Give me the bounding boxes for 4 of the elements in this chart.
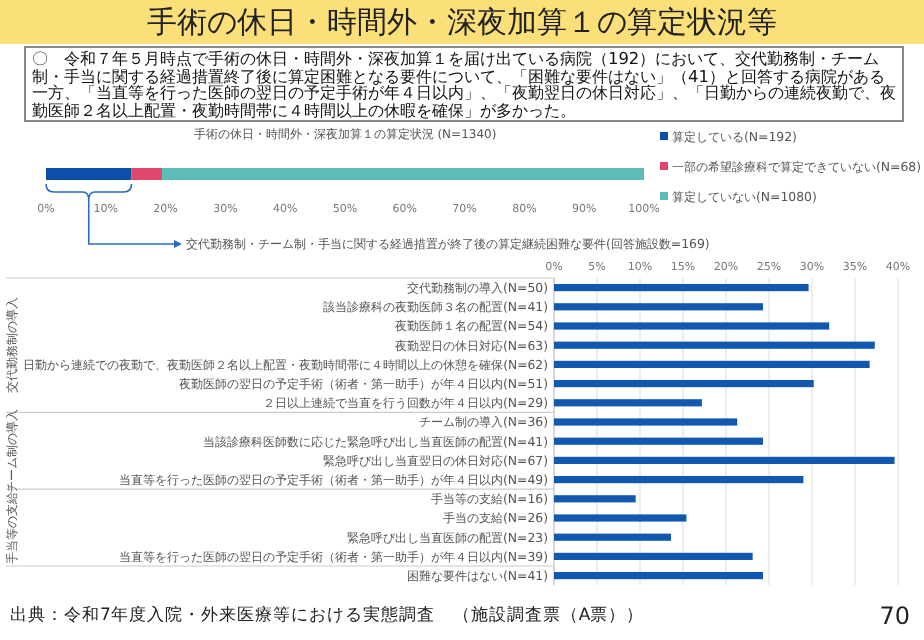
source-note: 出典：令和7年度入院・外来医療等における実態調査 （施設調査票（A票）） [10, 604, 645, 626]
text: 70 [879, 602, 910, 630]
chart-title: 手術の休日・時間外・深夜加算１の算定状況等 [0, 0, 924, 44]
text: 〇 令和７年５月時点で手術の休日・時間外・深夜加算１を届け出ている病院（192）において、交代勤務制・チーム制・手当に関する経過措置終了後に算定困難となる要件について、「困難な要件はない」（41）と回答する病院がある一方、「当直等を行った医師の翌日の予定手術が年４日以内」、「夜勤翌日の休日対応」、「日勤からの連続夜勤で、夜勤医師２名以上配置・夜勤時間帯に４時間以上の休暇を確保」が多かった。 [24, 46, 904, 123]
